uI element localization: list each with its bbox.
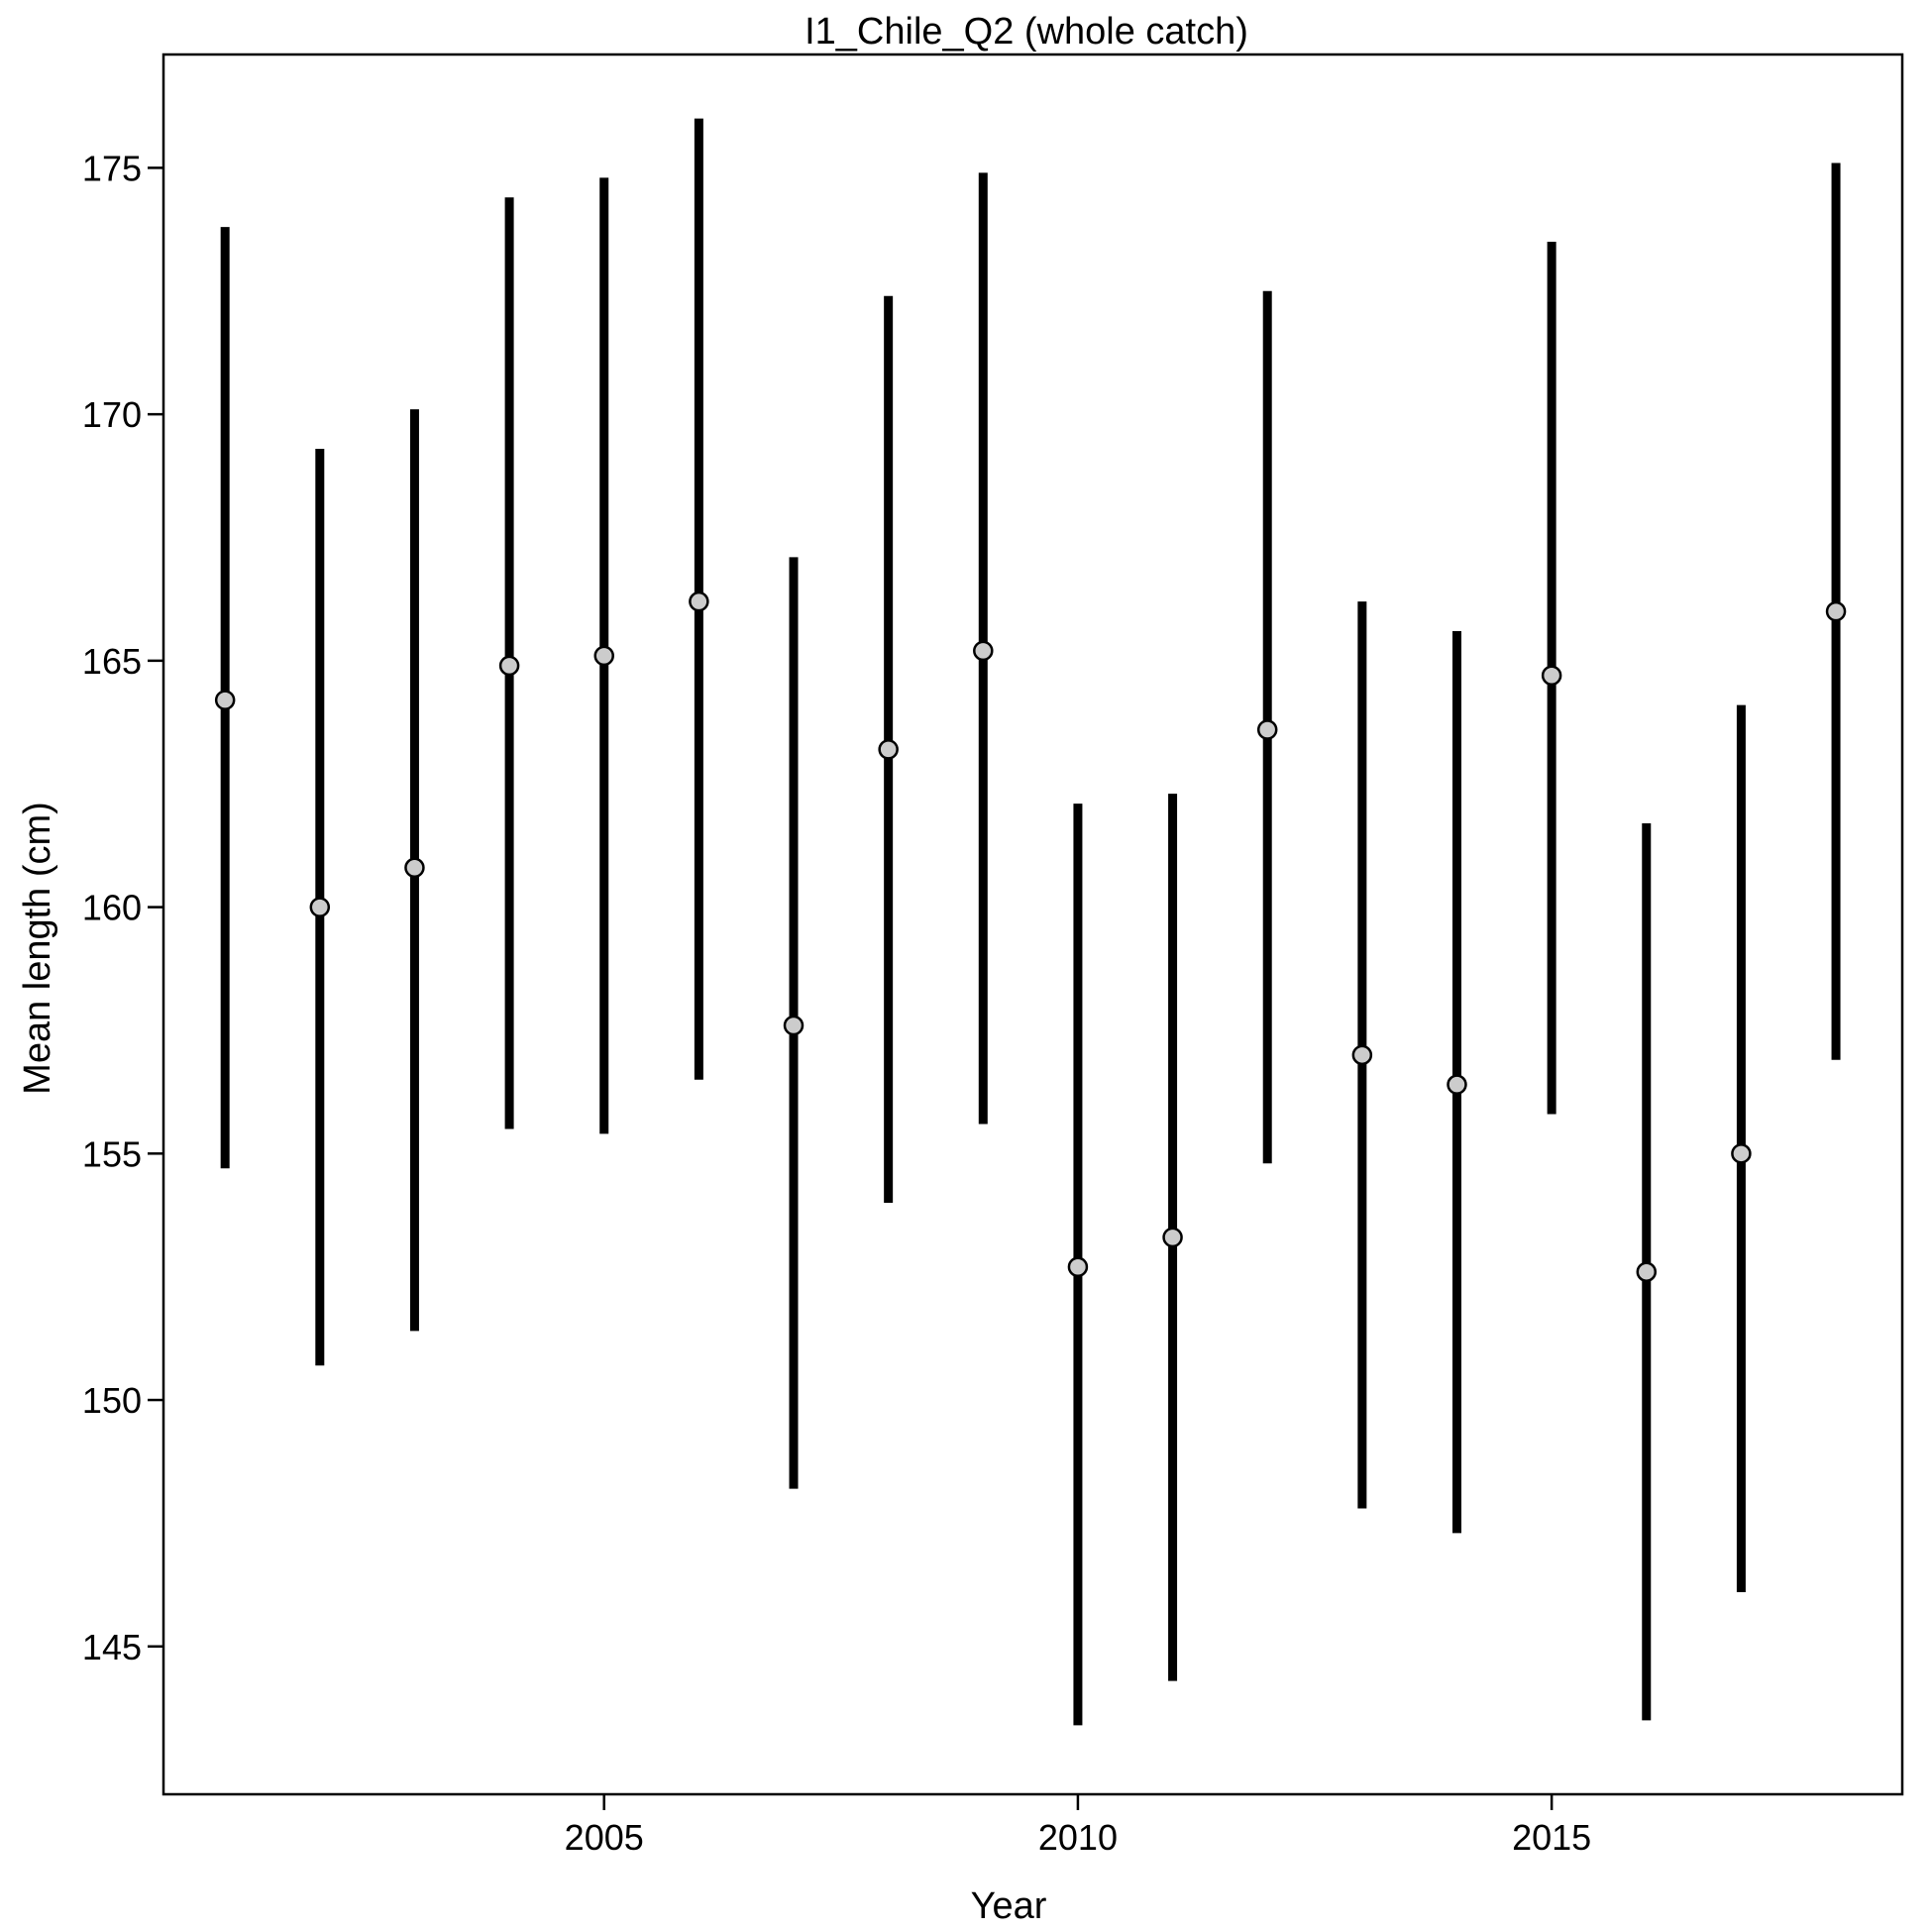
mean-point-2008 — [878, 739, 899, 760]
plot-frame — [161, 53, 1904, 1796]
y-tick-label: 145 — [82, 1627, 142, 1667]
mean-point-2009 — [973, 640, 994, 662]
error-bars — [220, 118, 1841, 1726]
y-tick-label: 175 — [82, 148, 142, 188]
mean-points — [214, 590, 1847, 1282]
y-tick-label: 160 — [82, 888, 142, 928]
y-axis: 145 150 155 160 165 170 175 — [82, 148, 163, 1667]
mean-point-2001 — [214, 690, 236, 710]
mean-point-2015 — [1541, 665, 1562, 687]
mean-point-2004 — [498, 655, 520, 677]
y-tick-label: 155 — [82, 1133, 142, 1174]
mean-point-2005 — [593, 645, 614, 667]
mean-point-2018 — [1825, 600, 1847, 622]
y-tick-label: 150 — [82, 1380, 142, 1421]
mean-point-2014 — [1447, 1074, 1467, 1095]
x-tick-label: 2010 — [1038, 1817, 1118, 1858]
mean-point-2003 — [404, 857, 425, 879]
x-tick-label: 2015 — [1512, 1817, 1591, 1858]
y-tick-label: 170 — [82, 394, 142, 435]
mean-point-2007 — [783, 1015, 805, 1036]
mean-point-2002 — [309, 897, 331, 917]
y-axis-title: Mean length (cm) — [17, 802, 58, 1095]
x-tick-label: 2005 — [565, 1817, 644, 1858]
x-axis-title: Year — [971, 1885, 1047, 1927]
x-axis: 2005 2010 2015 — [565, 1794, 1591, 1858]
mean-point-2017 — [1731, 1143, 1752, 1164]
mean-point-2010 — [1067, 1256, 1089, 1277]
mean-point-2016 — [1636, 1261, 1658, 1282]
mean-point-2012 — [1256, 719, 1278, 740]
mean-point-2011 — [1162, 1227, 1183, 1248]
mean-point-2006 — [689, 590, 709, 612]
mean-point-2013 — [1351, 1044, 1373, 1066]
chart-title: I1_Chile_Q2 (whole catch) — [805, 11, 1248, 53]
y-tick-label: 165 — [82, 641, 142, 682]
